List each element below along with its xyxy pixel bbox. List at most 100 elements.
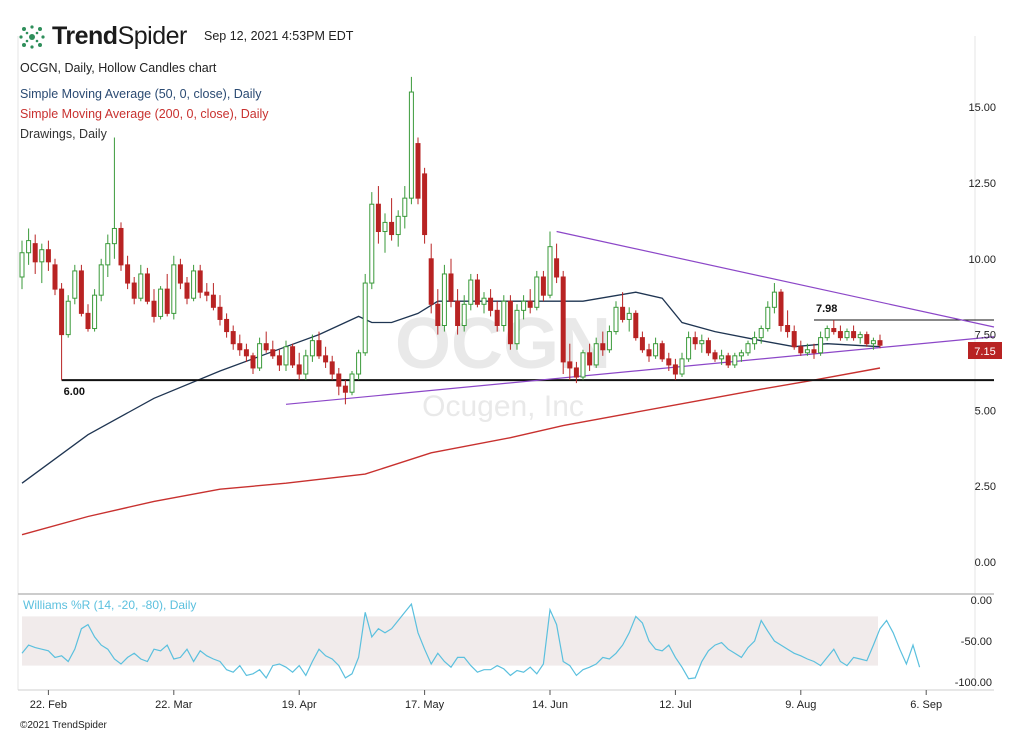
candle [26, 228, 32, 265]
candle [296, 352, 302, 381]
candle [461, 295, 467, 332]
candle [811, 343, 817, 359]
candle [573, 361, 579, 384]
candles [19, 76, 883, 405]
candle [283, 340, 289, 371]
candle [719, 349, 725, 365]
candle [699, 334, 705, 353]
candle [342, 380, 348, 405]
candle [514, 304, 520, 350]
candle [270, 340, 276, 359]
candle [329, 355, 335, 381]
candle [336, 367, 342, 396]
time-tick: 9. Aug [785, 699, 816, 711]
candle [441, 264, 447, 332]
sma50-legend[interactable]: Simple Moving Average (50, 0, close), Da… [20, 87, 262, 101]
williams-band [22, 616, 878, 666]
candle [534, 270, 540, 311]
candle [171, 255, 177, 320]
candle [870, 337, 876, 350]
candle [422, 167, 428, 244]
candle [455, 289, 461, 335]
candle [263, 331, 269, 353]
candle [547, 231, 553, 299]
time-tick: 19. Apr [282, 699, 317, 711]
chart-grid [17, 36, 994, 691]
candle [257, 337, 263, 371]
candle [184, 276, 190, 305]
spider-logo-icon [19, 24, 45, 49]
price-tick: 15.00 [968, 102, 996, 114]
candle [210, 283, 216, 311]
candle [877, 334, 883, 349]
candle [771, 283, 777, 314]
candle [837, 325, 843, 341]
sma200-line [21, 367, 881, 536]
candle [395, 210, 401, 247]
candle [752, 331, 758, 350]
time-tick: 6. Sep [910, 699, 942, 711]
candle [237, 334, 243, 356]
lower-trendline [285, 336, 995, 405]
candle [369, 192, 375, 290]
candle [389, 198, 395, 241]
copyright: ©2021 TrendSpider [20, 720, 107, 731]
williams-tick: -50.00 [961, 636, 992, 648]
candle [349, 370, 355, 396]
candle [864, 331, 870, 347]
candle [587, 343, 593, 371]
candle [32, 234, 38, 274]
candle [560, 270, 566, 375]
time-tick: 14. Jun [532, 699, 568, 711]
candle [118, 222, 124, 271]
williams-label[interactable]: Williams %R (14, -20, -80), Daily [23, 598, 196, 612]
time-tick: 12. Jul [659, 699, 691, 711]
candle [19, 240, 25, 290]
candle [204, 283, 210, 302]
last-price-tag: 7.15 [968, 342, 1002, 359]
candle [646, 343, 652, 362]
candle [653, 337, 659, 359]
candle [217, 295, 223, 326]
candle [111, 137, 117, 259]
candle [428, 243, 434, 314]
candle [177, 258, 183, 290]
candle [59, 283, 65, 381]
price-axis: 15.00 12.50 10.00 7.50 5.00 2.50 0.00 [968, 102, 996, 569]
candle [567, 343, 573, 381]
candle [250, 352, 256, 375]
candle [276, 349, 282, 371]
price-tick: 2.50 [975, 481, 996, 493]
trendline-drawings[interactable]: 6.00 7.98 [61, 230, 995, 405]
drawings-legend[interactable]: Drawings, Daily [20, 127, 107, 141]
candle [474, 273, 480, 308]
candle [144, 267, 150, 305]
candle [158, 286, 164, 320]
candle [224, 313, 230, 338]
candle [851, 325, 857, 341]
candle [356, 349, 362, 381]
sma200-legend[interactable]: Simple Moving Average (200, 0, close), D… [20, 107, 269, 121]
candle [52, 258, 58, 296]
candle [758, 325, 764, 344]
candle [679, 352, 685, 378]
candle [745, 340, 751, 356]
candle [824, 325, 830, 341]
candle [540, 270, 546, 302]
candle [481, 292, 487, 314]
williams-r-pane: 0.00 -50.00 -100.00 [21, 595, 992, 689]
candle [785, 310, 791, 338]
candle [633, 310, 639, 341]
williams-r-line [21, 602, 921, 680]
candle [151, 289, 157, 323]
candle [92, 289, 98, 332]
candle [686, 331, 692, 362]
candle [705, 337, 711, 356]
time-tick: 22. Feb [30, 699, 67, 711]
candle [765, 301, 771, 332]
candle [778, 289, 784, 332]
candle [798, 340, 804, 356]
candle [362, 273, 368, 356]
candle [72, 264, 78, 305]
